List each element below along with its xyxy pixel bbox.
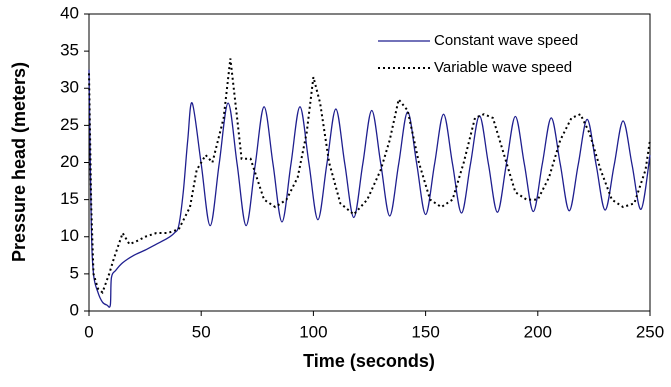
x-tick-label: 0: [84, 322, 93, 341]
y-tick-label: 5: [70, 263, 79, 282]
y-tick-label: 20: [60, 152, 79, 171]
x-tick-label: 150: [411, 322, 439, 341]
legend: Constant wave speed Variable wave speed: [378, 32, 578, 76]
x-tick-label: 250: [636, 322, 664, 341]
y-tick-label: 40: [60, 3, 79, 22]
series-line: [88, 69, 651, 308]
y-tick-label: 25: [60, 115, 79, 134]
y-tick-label: 10: [60, 226, 79, 245]
y-tick-label: 15: [60, 189, 79, 208]
x-tick-label: 100: [299, 322, 327, 341]
legend-label: Variable wave speed: [434, 59, 572, 76]
y-tick-label: 35: [60, 41, 79, 60]
series-line: [88, 58, 651, 295]
y-axis-title: Pressure head (meters): [9, 62, 29, 262]
x-tick-label: 50: [192, 322, 211, 341]
x-axis-title: Time (seconds): [303, 351, 435, 371]
x-tick-label: 200: [524, 322, 552, 341]
y-tick-label: 30: [60, 78, 79, 97]
legend-label: Constant wave speed: [434, 32, 578, 49]
y-tick-label: 0: [70, 300, 79, 319]
